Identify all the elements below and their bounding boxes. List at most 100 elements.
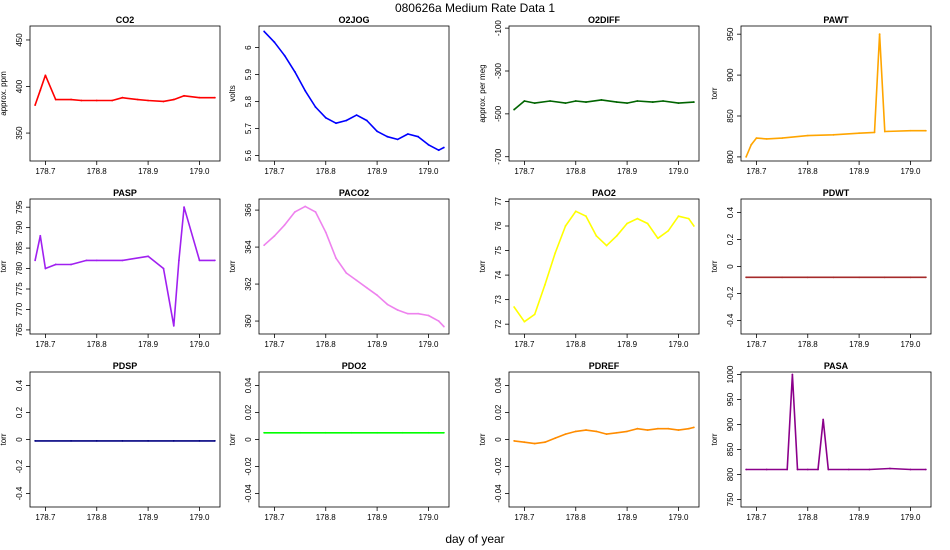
data-point bbox=[183, 206, 185, 209]
series-line-pao2 bbox=[513, 210, 695, 323]
plot-frame bbox=[258, 198, 450, 335]
x-tick-label: 178.7 bbox=[35, 513, 56, 522]
data-point bbox=[626, 102, 629, 105]
data-point bbox=[600, 99, 603, 101]
plot-frame bbox=[508, 25, 700, 162]
data-point bbox=[386, 303, 389, 306]
panel-pasp: PASP torr 178.7 178.8 178.9 179.0 765 770 775 780… bbox=[0, 188, 221, 349]
data-point bbox=[273, 41, 276, 44]
y-tick-label: -0.4 bbox=[726, 313, 735, 327]
y-tick-label: 780 bbox=[15, 261, 24, 275]
data-point bbox=[324, 116, 327, 119]
series-line-co2 bbox=[34, 74, 215, 106]
data-point bbox=[781, 137, 783, 139]
y-tick-label: 72 bbox=[494, 319, 503, 328]
plot-frame bbox=[740, 371, 932, 508]
x-tick-label: 178.9 bbox=[367, 167, 388, 176]
data-point bbox=[646, 222, 649, 225]
y-tick-label: 0.4 bbox=[15, 379, 24, 391]
y-axis-label: approx. per meg bbox=[478, 64, 487, 122]
y-axis-label: torr bbox=[710, 433, 719, 445]
y-tick-label: -0.2 bbox=[15, 459, 24, 473]
data-point bbox=[147, 439, 150, 442]
x-tick-label: 178.8 bbox=[566, 513, 587, 522]
data-point bbox=[626, 222, 629, 225]
plot-frame bbox=[740, 198, 932, 335]
data-point bbox=[376, 130, 379, 133]
y-tick-label: 362 bbox=[244, 277, 253, 291]
y-tick-label: 0 bbox=[244, 437, 253, 442]
data-point bbox=[513, 306, 516, 308]
data-point bbox=[924, 468, 927, 471]
series-line-pasa bbox=[746, 373, 926, 471]
data-point bbox=[365, 286, 368, 289]
data-point bbox=[574, 100, 577, 102]
data-point bbox=[755, 137, 758, 139]
data-point bbox=[605, 244, 608, 247]
x-tick-label: 178.7 bbox=[264, 513, 285, 522]
data-point bbox=[386, 135, 389, 138]
panel-pdsp: PDSP torr 178.7 178.8 178.9 179.0 -0.4 -0.2 0 0.2… bbox=[0, 361, 221, 522]
panel-paco2: PACO2 torr 178.7 178.8 178.9 179.0 360 362 364 36… bbox=[228, 188, 450, 349]
y-tick-label: 900 bbox=[726, 68, 735, 82]
data-point bbox=[95, 439, 98, 442]
x-tick-label: 178.8 bbox=[798, 513, 819, 522]
panel-title: PDSP bbox=[113, 361, 138, 371]
y-tick-label: 0.02 bbox=[244, 404, 253, 420]
panel-title: O2JOG bbox=[338, 15, 369, 25]
y-tick-label: 0.2 bbox=[726, 233, 735, 245]
panel-o2jog: O2JOG volts 178.7 178.8 178.9 179.0 5.6 5.7 5.8 5… bbox=[228, 15, 450, 176]
data-point bbox=[605, 433, 608, 435]
y-axis-label: torr bbox=[478, 260, 487, 272]
data-point bbox=[796, 468, 799, 471]
x-tick-label: 178.8 bbox=[798, 340, 819, 349]
data-point bbox=[791, 373, 794, 376]
data-point bbox=[878, 33, 881, 36]
panel-title: PAO2 bbox=[592, 188, 616, 198]
data-point bbox=[636, 100, 639, 102]
data-point bbox=[513, 108, 516, 111]
data-point bbox=[909, 276, 912, 279]
data-point bbox=[162, 100, 165, 103]
data-point bbox=[437, 320, 440, 322]
plot-frame bbox=[508, 198, 700, 335]
x-tick-label: 178.9 bbox=[138, 167, 159, 176]
data-point bbox=[85, 259, 88, 262]
y-tick-label: -700 bbox=[494, 148, 503, 165]
data-point bbox=[615, 234, 618, 237]
x-tick-label: 178.8 bbox=[566, 340, 587, 349]
data-point bbox=[677, 429, 680, 431]
x-tick-label: 179.0 bbox=[189, 340, 210, 349]
data-point bbox=[70, 98, 72, 101]
data-point bbox=[304, 89, 307, 92]
series-line-pasp bbox=[34, 206, 215, 327]
y-tick-label: -100 bbox=[494, 20, 503, 37]
x-tick-label: 178.8 bbox=[87, 167, 108, 176]
data-point bbox=[172, 439, 175, 442]
data-point bbox=[544, 284, 546, 286]
data-point bbox=[817, 468, 819, 471]
data-point bbox=[172, 98, 175, 101]
y-tick-label: 800 bbox=[726, 150, 735, 164]
data-point bbox=[873, 131, 876, 134]
y-tick-label: 0.04 bbox=[244, 377, 253, 393]
data-point bbox=[335, 257, 337, 260]
x-tick-label: 178.9 bbox=[138, 513, 159, 522]
x-tick-label: 178.9 bbox=[849, 340, 870, 349]
y-tick-label: -0.04 bbox=[494, 484, 503, 503]
panel-title: PDWT bbox=[823, 188, 850, 198]
data-point bbox=[283, 223, 286, 226]
y-tick-label: 790 bbox=[15, 220, 24, 234]
x-tick-label: 179.0 bbox=[189, 513, 210, 522]
data-point bbox=[822, 418, 825, 421]
data-point bbox=[172, 324, 175, 327]
data-point bbox=[544, 441, 546, 444]
data-point bbox=[858, 276, 861, 279]
data-point bbox=[162, 267, 165, 270]
y-axis-label: volts bbox=[228, 85, 237, 101]
data-point bbox=[213, 259, 216, 262]
panel-co2: CO2 approx. ppm 178.7 178.8 178.9 179.0 350 400… bbox=[0, 15, 221, 176]
data-point bbox=[54, 263, 57, 266]
data-point bbox=[827, 468, 830, 471]
y-axis-label: torr bbox=[478, 433, 487, 445]
